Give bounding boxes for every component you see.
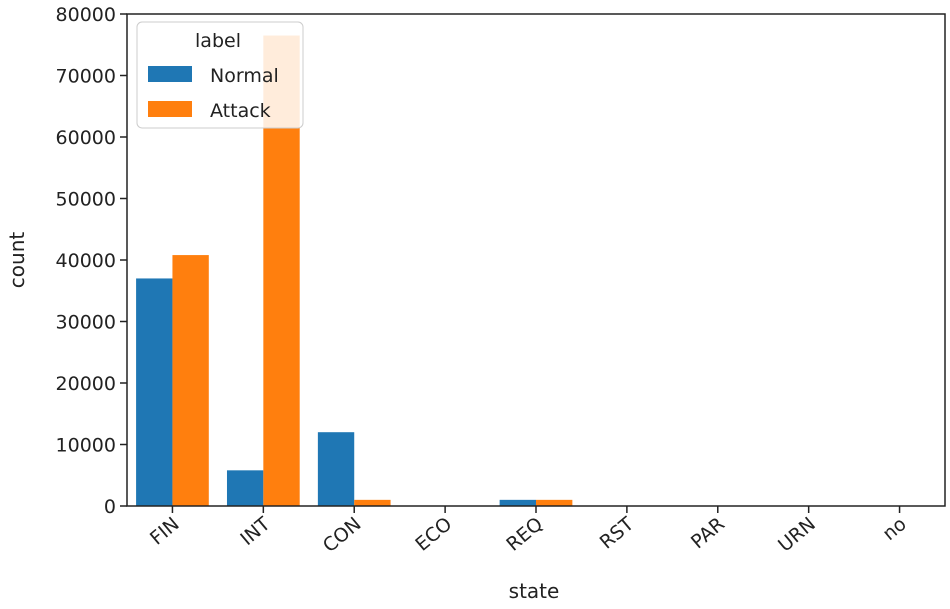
y-tick-label: 50000 <box>56 189 116 211</box>
y-tick-label: 80000 <box>56 4 116 26</box>
x-tick-label: CON <box>319 513 366 557</box>
y-tick-label: 10000 <box>56 435 116 457</box>
legend-title: label <box>195 30 241 52</box>
x-tick-label: URN <box>774 513 820 556</box>
legend-label-normal: Normal <box>210 65 279 87</box>
x-tick-label: REQ <box>502 513 547 556</box>
y-ticks: 0 10000 20000 30000 40000 50000 60000 70000 8000… <box>56 4 127 518</box>
bar-normal-int <box>227 470 263 506</box>
bar-normal-fin <box>136 278 172 506</box>
y-tick-label: 60000 <box>56 127 116 149</box>
bar-attack-fin <box>172 255 208 506</box>
x-tick-label: FIN <box>146 513 184 550</box>
x-tick-label: no <box>878 513 910 545</box>
legend-swatch-normal <box>148 66 192 82</box>
legend-label-attack: Attack <box>210 100 271 122</box>
bar-normal-con <box>318 432 354 506</box>
bar-attack-req <box>536 500 572 506</box>
y-tick-label: 70000 <box>56 66 116 88</box>
x-tick-label: RST <box>596 513 639 554</box>
x-ticks: FIN INT CON ECO REQ RST PAR URN no <box>146 506 911 557</box>
legend: label Normal Attack <box>137 22 303 128</box>
bar-attack-con <box>354 500 390 506</box>
y-tick-label: 40000 <box>56 250 116 272</box>
y-tick-label: 30000 <box>56 312 116 334</box>
x-tick-label: INT <box>236 513 275 550</box>
y-tick-label: 0 <box>104 496 116 518</box>
y-axis-label: count <box>5 232 29 289</box>
bar-normal-req <box>500 500 536 506</box>
x-axis-label: state <box>509 579 560 603</box>
legend-swatch-attack <box>148 101 192 117</box>
x-tick-label: PAR <box>687 513 729 553</box>
y-tick-label: 20000 <box>56 373 116 395</box>
x-tick-label: ECO <box>411 513 456 556</box>
